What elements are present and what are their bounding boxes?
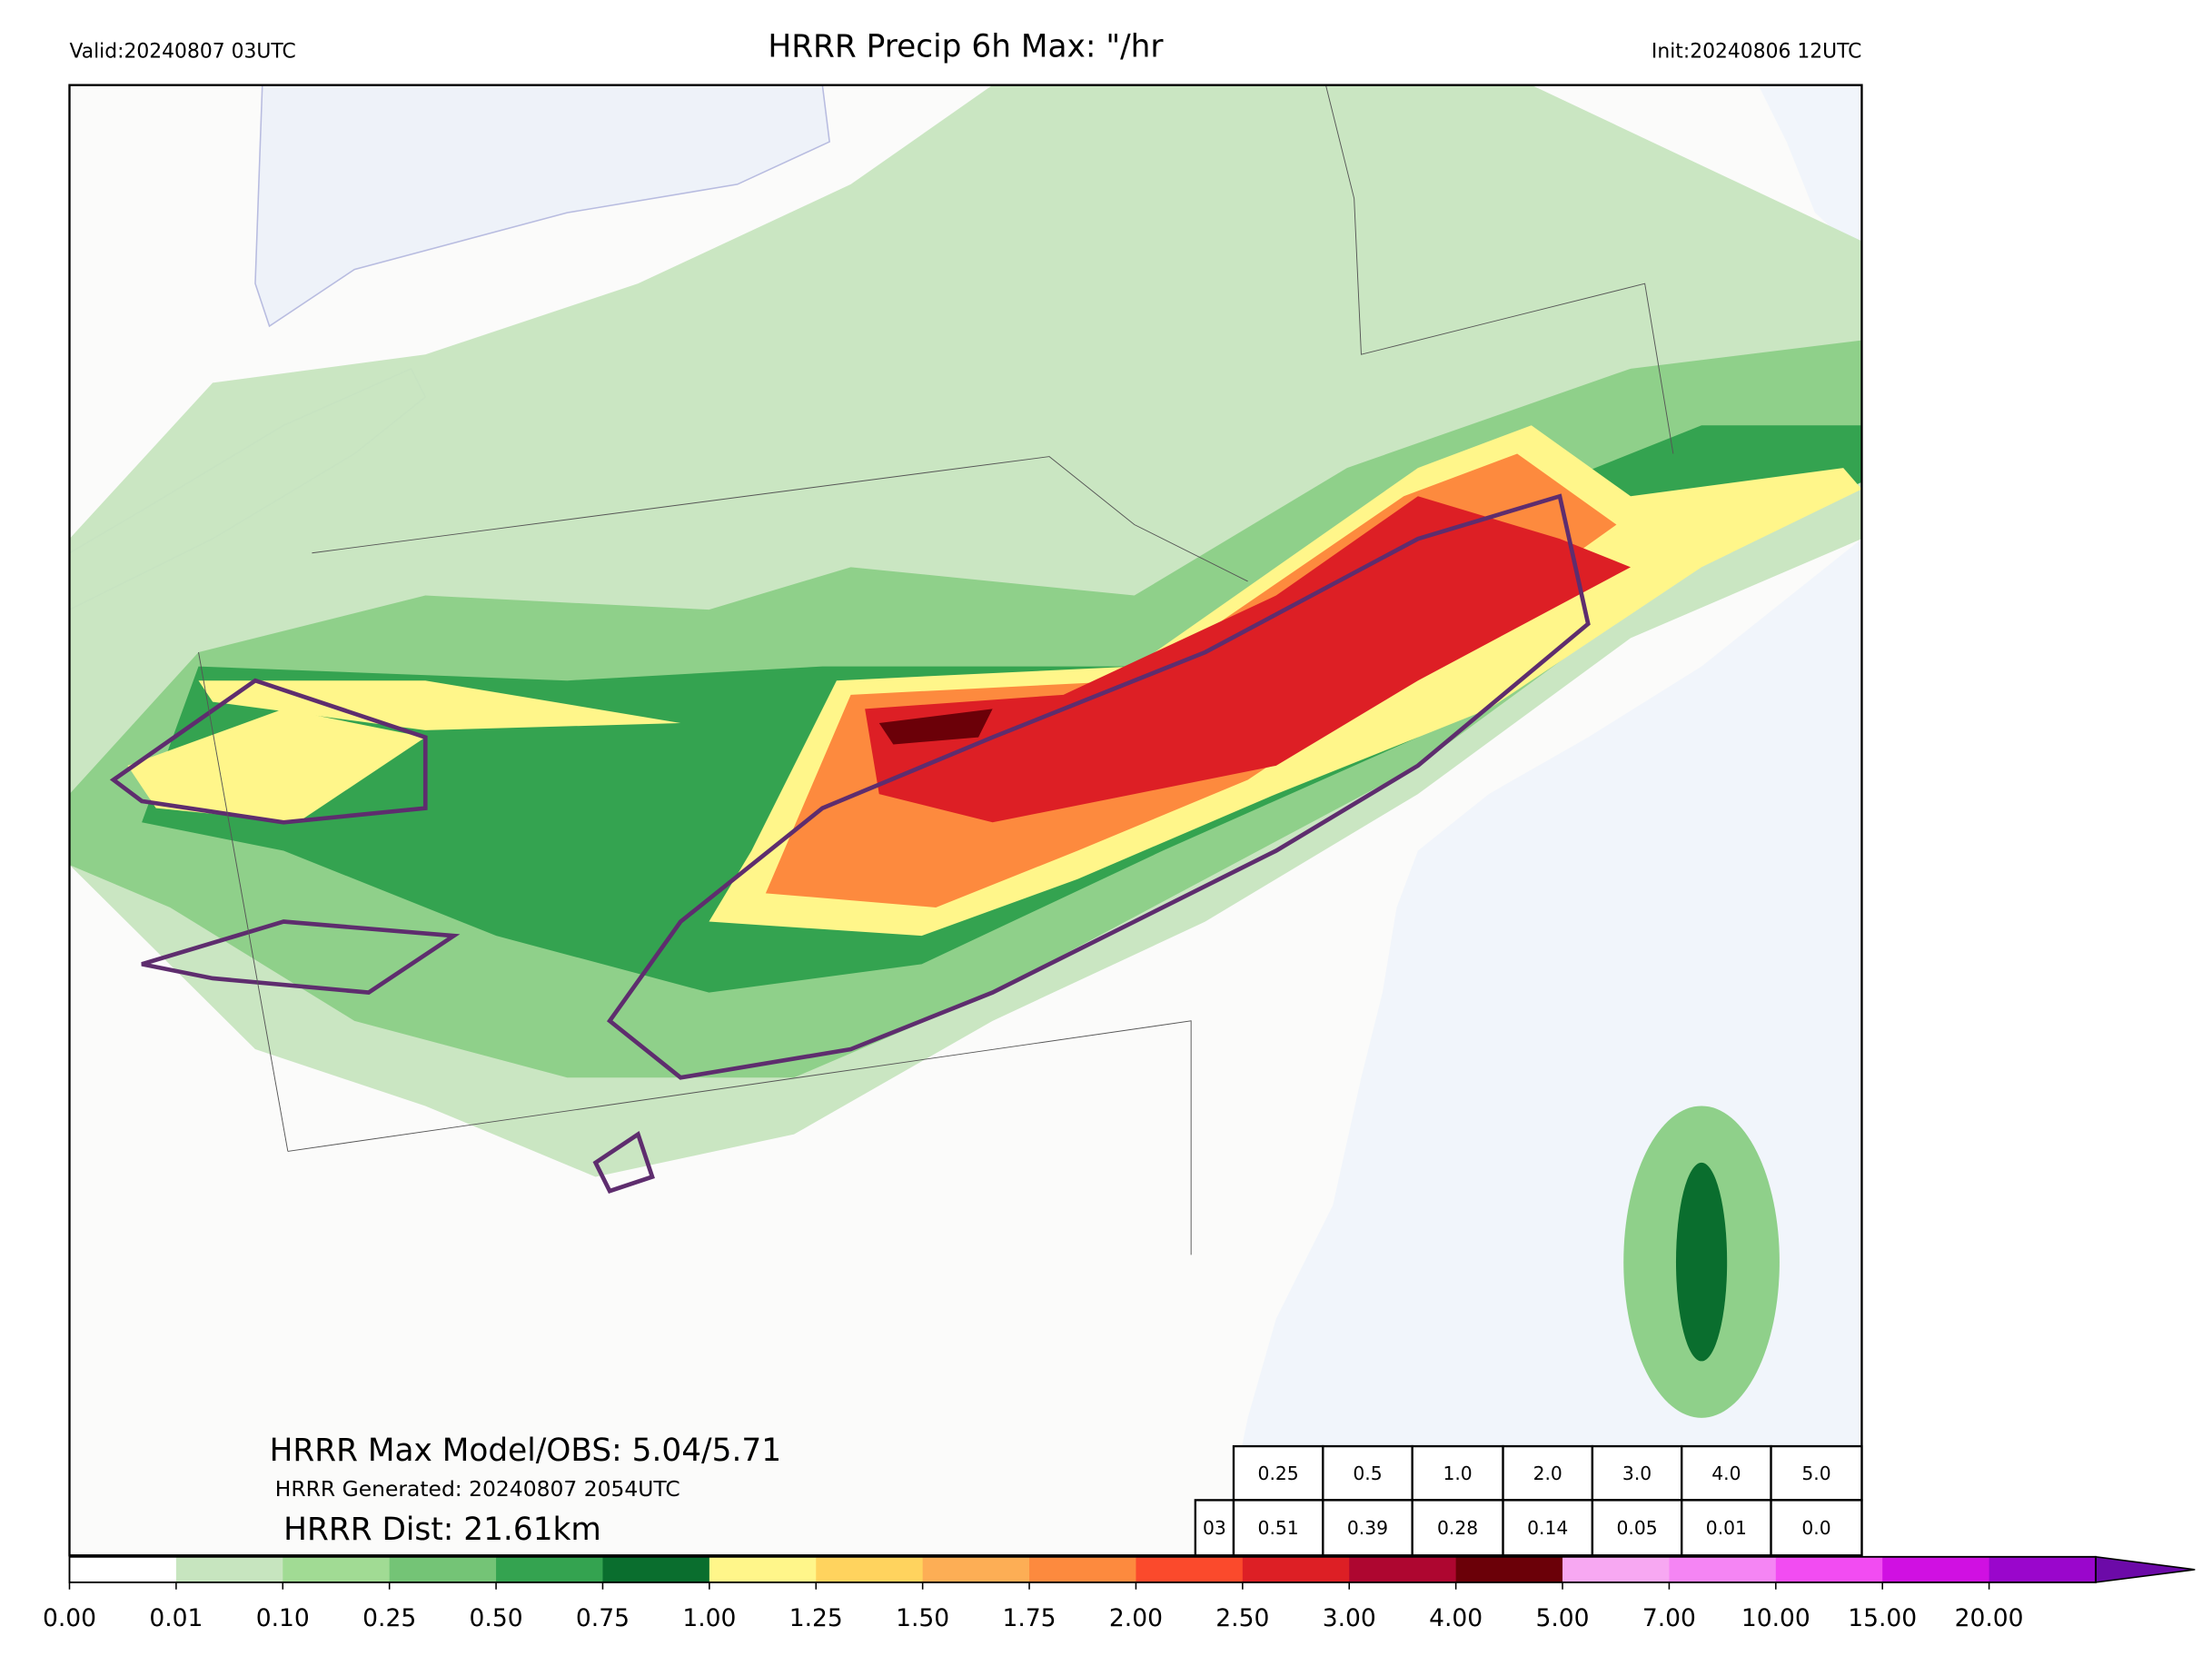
map [68, 84, 1863, 1557]
colorbar-tick-label: 7.00 [1642, 1604, 1696, 1632]
colorbar-segment [175, 1556, 283, 1582]
lake [254, 84, 830, 328]
table-text: 0.01 [1706, 1517, 1747, 1539]
table-text: 0.25 [1258, 1463, 1299, 1484]
colorbar-segment [1882, 1556, 1990, 1582]
table-text: 0.39 [1347, 1517, 1388, 1539]
colorbar-segment [709, 1556, 817, 1582]
colorbar-segment [1349, 1556, 1457, 1582]
table-text: 0.0 [1801, 1517, 1830, 1539]
table-cell [1681, 1444, 1772, 1502]
table-text: 03 [1203, 1517, 1226, 1539]
table-text: 0.51 [1258, 1517, 1299, 1539]
table-text: 0.28 [1437, 1517, 1478, 1539]
init-time: Init:20240806 12UTC [1652, 41, 1862, 64]
colorbar-frame [68, 1555, 2097, 1583]
colorbar-segment [1989, 1556, 2097, 1582]
colorbar-segment [1029, 1556, 1136, 1582]
precip-offshore [1675, 1162, 1728, 1362]
max-stat: HRRR Max Model/OBS: 5.04/5.71 [270, 1433, 781, 1469]
colorbar-segment [602, 1556, 710, 1582]
colorbar-tick-label: 1.75 [1003, 1604, 1056, 1632]
precip-yellow [198, 680, 681, 730]
colorbar-tick-label: 0.01 [149, 1604, 203, 1632]
threshold-table: 0.25 0.5 1.0 2.0 3.0 4.0 5.0 03 0.51 0.39 0.28 0.14… [1194, 1444, 1863, 1557]
colorbar-segment [816, 1556, 924, 1582]
colorbar-tick-label: 10.00 [1741, 1604, 1810, 1632]
table-cell [1502, 1499, 1594, 1557]
colorbar-tick-label: 15.00 [1848, 1604, 1917, 1632]
colorbar-segment [1136, 1556, 1244, 1582]
table-cell [1232, 1444, 1324, 1502]
table-text: 4.0 [1711, 1463, 1741, 1484]
colorbar-segment [922, 1556, 1030, 1582]
colorbar-segment [1775, 1556, 1883, 1582]
colorbar-extend [2095, 1555, 2196, 1583]
table-text: 1.0 [1443, 1463, 1472, 1484]
colorbar-tick-label: 1.00 [682, 1604, 736, 1632]
colorbar-tick-label: 0.00 [43, 1604, 96, 1632]
colorbar-tick-label: 3.00 [1323, 1604, 1376, 1632]
table-text: 5.0 [1801, 1463, 1830, 1484]
table-text: 0.5 [1353, 1463, 1382, 1484]
colorbar-segment [283, 1556, 391, 1582]
table-cell [1411, 1499, 1504, 1557]
table-cell [1194, 1499, 1235, 1557]
colorbar-tick-label: 0.75 [576, 1604, 630, 1632]
colorbar-tick-label: 0.25 [362, 1604, 416, 1632]
obs-contour [109, 493, 1591, 1194]
colorbar-segment [389, 1556, 497, 1582]
colorbar-tick-label: 0.50 [470, 1604, 523, 1632]
colorbar: 0.00 0.01 0.10 0.25 0.50 0.75 1.00 1.25 1.50 1.75… [43, 1555, 2196, 1632]
table-text: 3.0 [1622, 1463, 1652, 1484]
precip-yellow [127, 709, 426, 823]
precip-red [865, 496, 1632, 823]
colorbar-segment [1562, 1556, 1670, 1582]
table-cell [1681, 1499, 1772, 1557]
colorbar-tick-label: 0.10 [256, 1604, 310, 1632]
colorbar-tick-label: 2.00 [1109, 1604, 1163, 1632]
table-text: 2.0 [1533, 1463, 1562, 1484]
map-frame [68, 84, 1863, 1557]
colorbar-segment [496, 1556, 603, 1582]
table-text: 0.14 [1527, 1517, 1568, 1539]
colorbar-segment [1669, 1556, 1777, 1582]
dist-stat: HRRR Dist: 21.61km [283, 1512, 601, 1548]
table-cell [1232, 1499, 1324, 1557]
colorbar-tick-label: 1.50 [896, 1604, 949, 1632]
colorbar-tick-label: 1.25 [789, 1604, 843, 1632]
colorbar-segment [1455, 1556, 1563, 1582]
colorbar-tick-label: 5.00 [1536, 1604, 1590, 1632]
colorbar-segment [69, 1556, 177, 1582]
table-cell [1770, 1444, 1863, 1502]
table-cell [1770, 1499, 1863, 1557]
colorbar-tick-label: 20.00 [1955, 1604, 2024, 1632]
state-borders [198, 84, 1674, 1255]
table-text: 0.05 [1616, 1517, 1657, 1539]
generated-stat: HRRR Generated: 20240807 2054UTC [275, 1476, 680, 1502]
colorbar-tick-label: 4.00 [1429, 1604, 1483, 1632]
valid-time: Valid:20240807 03UTC [69, 41, 295, 64]
precip-dark-red [878, 709, 993, 745]
colorbar-segment [1242, 1556, 1350, 1582]
colorbar-tick-label: 2.50 [1215, 1604, 1269, 1632]
title: HRRR Precip 6h Max: "/hr [768, 29, 1164, 65]
